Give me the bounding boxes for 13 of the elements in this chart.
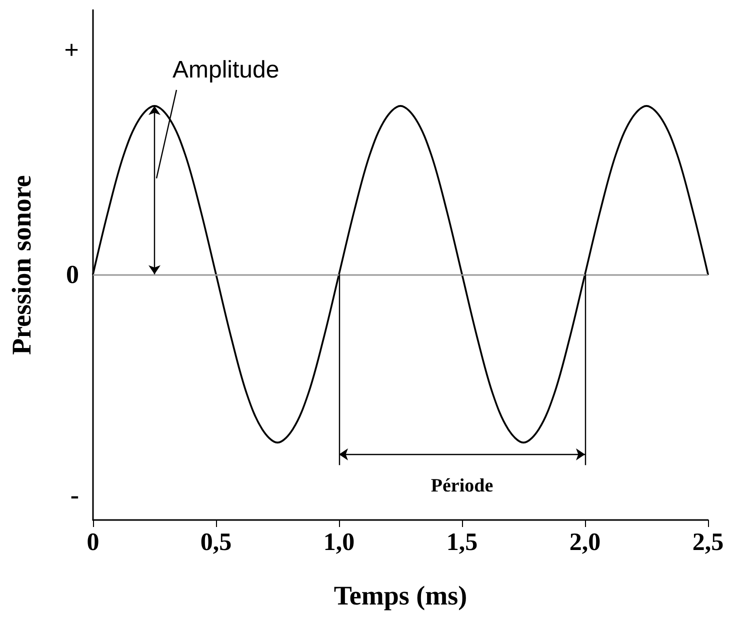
x-tick-label: 0,5 bbox=[200, 529, 232, 556]
x-tick-label: 0 bbox=[86, 529, 100, 556]
text: + bbox=[64, 36, 79, 64]
x-tick-label: 2,0 bbox=[569, 529, 601, 556]
text: - bbox=[70, 480, 79, 510]
x-tick-label: 1,0 bbox=[323, 529, 355, 556]
text: Période bbox=[430, 475, 494, 496]
x-tick-label: 2,5 bbox=[692, 529, 724, 556]
x-tick-label: 1,5 bbox=[446, 529, 478, 556]
annotation: Amplitude bbox=[172, 56, 280, 84]
text: 0 bbox=[66, 260, 79, 289]
y-axis-title: Pression sonore bbox=[6, 175, 36, 355]
x-axis-title: Temps (ms) bbox=[334, 580, 468, 610]
